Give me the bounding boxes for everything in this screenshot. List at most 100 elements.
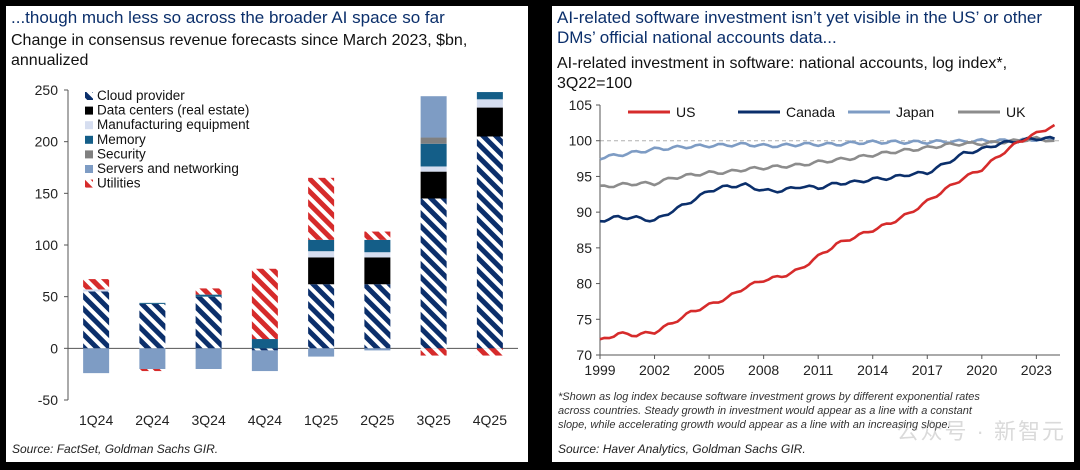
series-line-us bbox=[599, 123, 1056, 341]
footnote-line: across countries. Steady growth in inves… bbox=[558, 405, 972, 417]
x-tick-label: 1Q24 bbox=[79, 412, 113, 428]
bar-segment-memory bbox=[195, 294, 222, 297]
y-tick-label: 90 bbox=[576, 204, 592, 220]
x-tick-label: 1Q25 bbox=[304, 412, 338, 428]
x-tick-label: 2Q25 bbox=[360, 412, 394, 428]
bar-segment-utilities bbox=[308, 177, 335, 240]
legend-label: Canada bbox=[786, 104, 835, 120]
bar-segment-memory bbox=[364, 239, 391, 253]
stacked-bar-chart: -50 0 50 100 150 200 250 1Q24 2Q24 3Q24 4Q24 1Q25 2Q… bbox=[35, 82, 518, 428]
y-tick-label: 80 bbox=[576, 276, 592, 292]
y-tick-label: 100 bbox=[35, 237, 59, 253]
legend-label: Manufacturing equipment bbox=[97, 117, 250, 132]
x-tick-label: 3Q25 bbox=[417, 412, 451, 428]
y-tick-label: 70 bbox=[576, 347, 592, 363]
series-line-uk bbox=[599, 135, 1055, 189]
bar-segment-data-centers-real-estate bbox=[308, 257, 335, 285]
bar-segment-memory bbox=[308, 239, 335, 252]
bar-segment-cloud-provider bbox=[308, 284, 335, 349]
bar-segment-utilities bbox=[83, 279, 110, 290]
y-tick-label: 100 bbox=[569, 133, 593, 149]
bar-segment-servers-and-networking bbox=[83, 348, 110, 374]
bar-segment-cloud-provider bbox=[195, 296, 222, 349]
x-tick-label: 2002 bbox=[639, 362, 670, 378]
legend-swatch bbox=[85, 165, 93, 173]
bar-segment-servers-and-networking bbox=[420, 96, 447, 138]
legend-label: US bbox=[676, 104, 695, 120]
bar-segment-manufacturing-equipment bbox=[364, 252, 391, 258]
x-tick-label: 2014 bbox=[857, 362, 888, 378]
bar-segment-data-centers-real-estate bbox=[420, 171, 447, 199]
bar-segment-utilities bbox=[251, 268, 278, 340]
right-chart-panel: AI-related software investment isn’t yet… bbox=[552, 6, 1074, 462]
y-tick-label: 200 bbox=[35, 134, 59, 150]
legend-label: UK bbox=[1006, 104, 1026, 120]
y-tick-label: 0 bbox=[50, 340, 58, 356]
bar-segment-memory bbox=[139, 302, 166, 304]
bar-segment-cloud-provider bbox=[420, 198, 447, 349]
x-tick-label: 2011 bbox=[803, 362, 833, 378]
bar-segment-manufacturing-equipment bbox=[308, 251, 335, 258]
x-tick-label: 4Q25 bbox=[473, 412, 507, 428]
legend-swatch bbox=[85, 135, 93, 144]
footnote-line: *Shown as log index because software inv… bbox=[558, 391, 980, 403]
right-chart-title: AI-related software investment isn’t yet… bbox=[557, 8, 1043, 47]
legend-label: Security bbox=[97, 146, 146, 161]
bar-segment-manufacturing-equipment bbox=[420, 166, 447, 172]
y-tick-label: 75 bbox=[576, 311, 592, 327]
x-tick-label: 2005 bbox=[694, 362, 725, 378]
legend-label: Cloud provider bbox=[97, 88, 185, 103]
x-tick-label: 1999 bbox=[584, 362, 615, 378]
bar-segment-servers-and-networking bbox=[139, 348, 166, 369]
legend-swatch bbox=[85, 179, 93, 188]
legend-label: Servers and networking bbox=[97, 161, 239, 176]
bar-segment-utilities bbox=[420, 348, 447, 356]
bar-segment-data-centers-real-estate bbox=[364, 257, 391, 285]
x-tick-label: 2Q24 bbox=[135, 412, 169, 428]
bar-segment-cloud-provider bbox=[83, 291, 110, 349]
bar-segment-servers-and-networking bbox=[195, 348, 222, 369]
watermark: 公众号 · 新智元 bbox=[896, 419, 1066, 444]
legend-label: Data centers (real estate) bbox=[97, 103, 249, 118]
bar-segment-cloud-provider bbox=[251, 348, 278, 351]
x-tick-label: 3Q24 bbox=[192, 412, 226, 428]
y-tick-label: 150 bbox=[35, 185, 59, 201]
legend-swatch bbox=[85, 106, 93, 115]
x-tick-label: 2017 bbox=[912, 362, 943, 378]
right-chart-subtitle: AI-related investment in software: natio… bbox=[557, 55, 1008, 92]
bar-segment-utilities bbox=[195, 288, 222, 295]
bar-segment-manufacturing-equipment bbox=[476, 99, 503, 108]
bar-segment-cloud-provider bbox=[139, 303, 166, 349]
left-chart-panel: ...though much less so across the broade… bbox=[6, 6, 528, 462]
y-tick-label: 85 bbox=[576, 240, 592, 256]
right-footnote: *Shown as log index because software inv… bbox=[558, 390, 1063, 432]
legend: US Canada Japan UK bbox=[628, 104, 1026, 120]
legend-label: Memory bbox=[97, 132, 146, 147]
bar-segment-data-centers-real-estate bbox=[476, 107, 503, 137]
left-chart-title: ...though much less so across the broade… bbox=[11, 8, 445, 27]
legend-swatch bbox=[85, 121, 93, 130]
legend-swatch bbox=[85, 150, 93, 159]
bar-segment-cloud-provider bbox=[476, 136, 503, 349]
bar-segment-utilities bbox=[139, 369, 166, 372]
legend-label: Utilities bbox=[97, 176, 141, 191]
footnote-line: slope, while accelerating growth would a… bbox=[558, 419, 951, 431]
legend-label: Japan bbox=[896, 104, 934, 120]
x-tick-label: 2023 bbox=[1021, 362, 1052, 378]
right-source: Source: Haver Analytics, Goldman Sachs G… bbox=[558, 442, 806, 456]
y-tick-label: -50 bbox=[38, 392, 58, 408]
bar-segment-servers-and-networking bbox=[364, 348, 391, 351]
x-tick-label: 4Q24 bbox=[248, 412, 282, 428]
bar-segment-manufacturing-equipment bbox=[83, 289, 110, 292]
bar-segment-memory bbox=[251, 339, 278, 349]
bar-segment-servers-and-networking bbox=[308, 348, 335, 357]
bar-segment-security bbox=[420, 137, 447, 144]
left-chart-subtitle: Change in consensus revenue forecasts si… bbox=[11, 32, 468, 69]
line-chart: 70 75 80 85 90 95 100 105 1999 2002 2005 2008 2011 20… bbox=[569, 97, 1060, 378]
bar-segment-memory bbox=[420, 143, 447, 167]
bar-segment-memory bbox=[476, 92, 503, 100]
y-tick-label: 105 bbox=[569, 97, 593, 113]
y-tick-label: 250 bbox=[35, 82, 59, 98]
y-tick-label: 95 bbox=[576, 168, 592, 184]
